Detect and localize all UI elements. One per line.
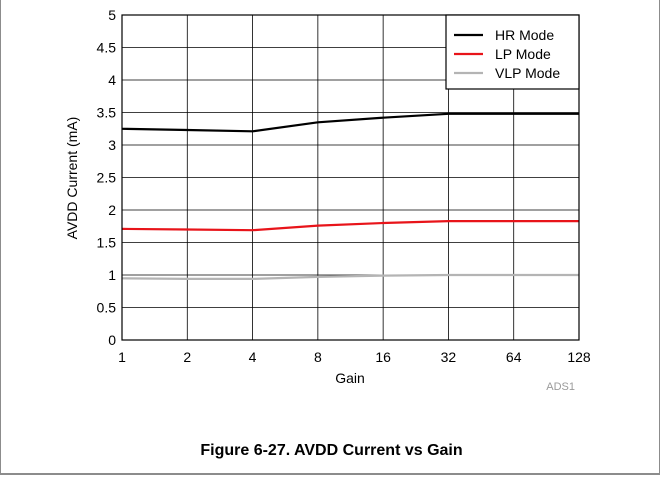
y-tick-label: 2 (108, 202, 116, 218)
x-tick-label: 64 (506, 349, 522, 365)
x-tick-label: 128 (567, 349, 591, 365)
series-line-hr-mode (121, 112, 579, 133)
y-tick-labels: 0 0.5 1 1.5 2 2.5 3 3.5 4 4.5 5 (97, 7, 117, 348)
x-tick-label: 32 (441, 349, 457, 365)
y-tick-label: 1.5 (97, 235, 117, 251)
series-lines (121, 112, 579, 280)
x-tick-label: 2 (183, 349, 191, 365)
series-line-vlp-mode (121, 273, 579, 280)
y-tick-label: 1 (108, 267, 116, 283)
watermark-label: ADS1 (546, 381, 575, 393)
x-tick-labels: 1 2 4 8 16 32 64 128 (118, 349, 591, 365)
legend-box (445, 14, 580, 90)
x-tick-label: 16 (375, 349, 391, 365)
x-axis-label: Gain (335, 370, 365, 386)
y-tick-label: 0.5 (97, 300, 117, 316)
legend-label: VLP Mode (495, 65, 560, 81)
series-line-lp-mode (121, 220, 579, 232)
legend-label: LP Mode (495, 46, 551, 62)
x-tick-label: 1 (118, 349, 126, 365)
x-tick-label: 8 (314, 349, 322, 365)
legend: HR Mode LP Mode VLP Mode (445, 14, 580, 90)
y-tick-label: 4 (108, 72, 116, 88)
y-tick-label: 3.5 (97, 105, 117, 121)
y-tick-label: 0 (108, 332, 116, 348)
y-tick-label: 4.5 (97, 40, 117, 56)
x-tick-label: 4 (249, 349, 257, 365)
y-axis-label: AVDD Current (mA) (64, 117, 80, 240)
y-tick-label: 5 (108, 7, 116, 23)
y-tick-label: 3 (108, 137, 116, 153)
legend-label: HR Mode (495, 27, 554, 43)
plot-area-frame (121, 14, 580, 341)
y-tick-label: 2.5 (97, 170, 117, 186)
figure-caption: Figure 6-27. AVDD Current vs Gain (200, 442, 463, 459)
